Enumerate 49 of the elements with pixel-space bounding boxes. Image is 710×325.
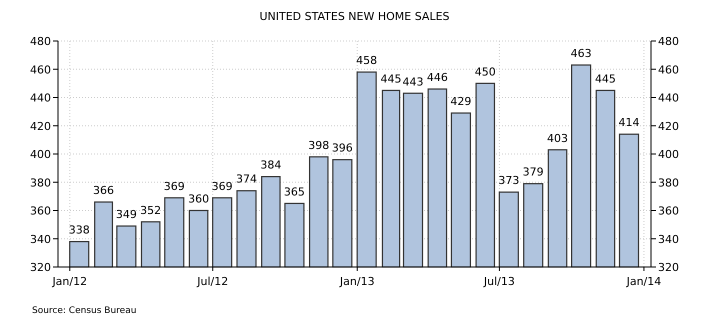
data-label: 396 (332, 142, 353, 155)
data-label: 463 (570, 47, 592, 60)
y-tick-label: 360 (30, 204, 51, 218)
data-label: 352 (140, 204, 162, 217)
data-label: 403 (547, 132, 568, 145)
data-label: 338 (68, 224, 90, 237)
y2-tick-label: 480 (658, 35, 679, 48)
data-label: 369 (164, 180, 185, 193)
y2-tick-label: 420 (658, 120, 679, 133)
data-label: 373 (498, 174, 520, 188)
x-tick-label: Jul/12 (196, 275, 228, 288)
y-tick-label: 420 (30, 120, 51, 133)
data-label: 374 (236, 172, 258, 186)
y-tick-label: 480 (30, 35, 51, 48)
y2-tick-label: 380 (658, 176, 679, 190)
data-label: 360 (188, 192, 210, 206)
y-tick-label: 400 (30, 148, 51, 161)
data-label: 379 (522, 166, 544, 179)
data-label: 445 (380, 72, 402, 86)
y2-tick-label: 360 (658, 204, 679, 218)
y-tick-label: 340 (30, 232, 51, 246)
data-label: 369 (212, 180, 233, 193)
x-tick-label: Jan/12 (51, 275, 88, 288)
data-label: 384 (260, 158, 282, 172)
data-label: 443 (402, 75, 424, 88)
y2-tick-label: 340 (658, 232, 679, 246)
y2-tick-label: 460 (658, 63, 679, 76)
x-tick-label: Jul/13 (482, 275, 515, 288)
y-tick-label: 460 (30, 63, 51, 76)
data-label: 446 (426, 71, 448, 84)
y-tick-label: 380 (30, 176, 51, 190)
y2-tick-label: 400 (658, 148, 679, 161)
y2-tick-label: 320 (658, 261, 679, 274)
data-label: 349 (116, 208, 137, 222)
data-label: 414 (618, 116, 640, 130)
data-label: 365 (284, 185, 305, 198)
data-label: 445 (594, 72, 616, 86)
source-note: Source: Census Bureau (32, 306, 136, 316)
y-tick-label: 440 (30, 92, 51, 104)
y2-tick-label: 440 (658, 92, 679, 104)
data-label: 458 (356, 54, 378, 68)
data-label: 450 (474, 65, 496, 78)
data-label: 366 (93, 184, 114, 198)
chart-title: UNITED STATES NEW HOME SALES (259, 10, 450, 23)
data-label: 429 (450, 95, 472, 108)
x-tick-label: Jan/14 (626, 275, 662, 288)
y-tick-label: 320 (30, 261, 51, 274)
data-label: 398 (308, 138, 330, 152)
x-tick-label: Jan/13 (338, 275, 375, 288)
